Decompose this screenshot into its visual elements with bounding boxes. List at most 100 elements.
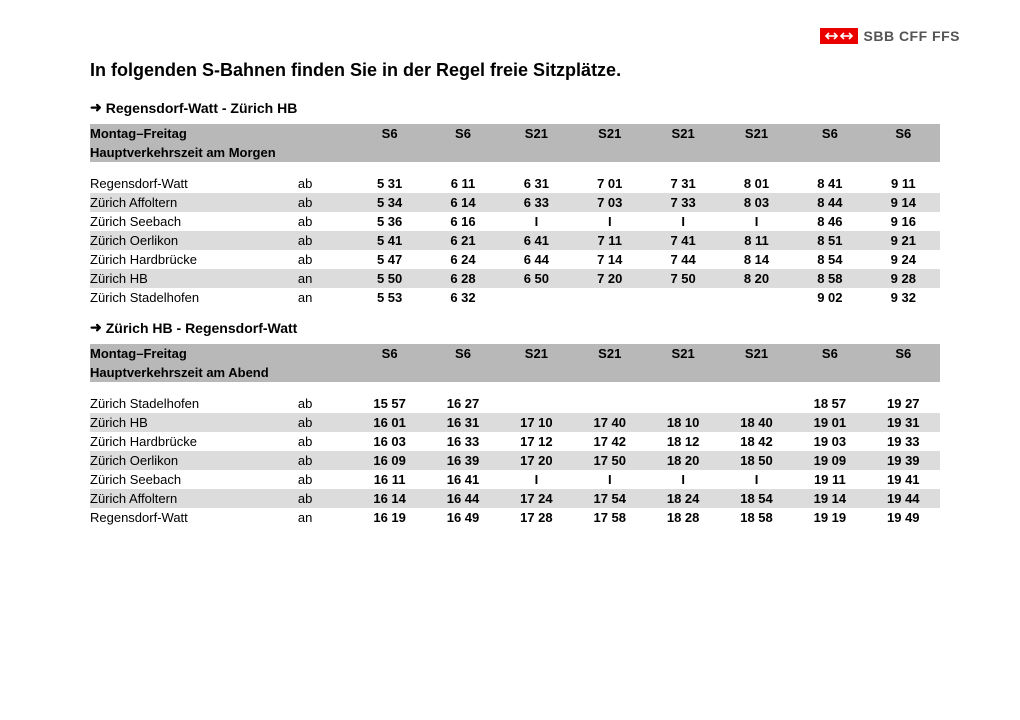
- table-row: Zürich HBab16 0116 3117 1017 4018 1018 4…: [90, 413, 940, 432]
- time-cell: 16 44: [426, 489, 499, 508]
- time-cell: 18 50: [720, 451, 793, 470]
- sbb-logo-icon: [820, 28, 858, 44]
- time-cell: 16 41: [426, 470, 499, 489]
- time-cell: 19 44: [867, 489, 940, 508]
- time-cell: 19 03: [793, 432, 866, 451]
- time-cell: 18 10: [646, 413, 719, 432]
- arrow-right-icon: ➜: [90, 99, 102, 116]
- time-cell: 7 11: [573, 231, 646, 250]
- time-cell: 18 12: [646, 432, 719, 451]
- subheader: Hauptverkehrszeit am Morgen: [90, 143, 353, 162]
- direction-heading: ➜Zürich HB - Regensdorf-Watt: [90, 319, 930, 336]
- time-cell: 7 01: [573, 174, 646, 193]
- time-cell: [720, 288, 793, 307]
- line-header: S6: [426, 344, 499, 363]
- table-row: Zürich Seebachab16 1116 41IIII19 1119 41: [90, 470, 940, 489]
- table-row: Zürich Stadelhofenab15 5716 2718 5719 27: [90, 394, 940, 413]
- time-cell: 18 54: [720, 489, 793, 508]
- time-cell: 7 20: [573, 269, 646, 288]
- line-header: S6: [867, 124, 940, 143]
- time-cell: 6 11: [426, 174, 499, 193]
- time-cell: 9 16: [867, 212, 940, 231]
- station-name: Zürich Seebach: [90, 212, 298, 231]
- table-row: Zürich Hardbrückeab16 0316 3317 1217 421…: [90, 432, 940, 451]
- time-cell: 18 58: [720, 508, 793, 527]
- time-cell: 5 53: [353, 288, 426, 307]
- time-cell: 7 14: [573, 250, 646, 269]
- time-cell: 16 09: [353, 451, 426, 470]
- time-cell: [500, 394, 573, 413]
- station-name: Zürich Seebach: [90, 470, 298, 489]
- time-cell: 5 34: [353, 193, 426, 212]
- time-cell: 18 20: [646, 451, 719, 470]
- header-days: Montag–Freitag: [90, 344, 298, 363]
- line-header: S6: [793, 124, 866, 143]
- time-cell: 6 31: [500, 174, 573, 193]
- direction-text: Regensdorf-Watt - Zürich HB: [106, 100, 298, 116]
- time-cell: 9 24: [867, 250, 940, 269]
- time-cell: 17 20: [500, 451, 573, 470]
- time-cell: 18 24: [646, 489, 719, 508]
- table-row: Regensdorf-Wattan16 1916 4917 2817 5818 …: [90, 508, 940, 527]
- time-cell: 6 33: [500, 193, 573, 212]
- depart-arrive: ab: [298, 413, 353, 432]
- time-cell: 17 28: [500, 508, 573, 527]
- time-cell: 6 32: [426, 288, 499, 307]
- time-cell: 18 57: [793, 394, 866, 413]
- time-cell: 17 40: [573, 413, 646, 432]
- station-name: Zürich Affoltern: [90, 489, 298, 508]
- line-header: S6: [426, 124, 499, 143]
- line-header: S6: [353, 344, 426, 363]
- line-header: S21: [646, 344, 719, 363]
- line-header: S21: [573, 124, 646, 143]
- depart-arrive: ab: [298, 489, 353, 508]
- time-cell: 16 27: [426, 394, 499, 413]
- depart-arrive: ab: [298, 250, 353, 269]
- time-cell: 7 50: [646, 269, 719, 288]
- time-cell: 15 57: [353, 394, 426, 413]
- time-cell: 17 12: [500, 432, 573, 451]
- time-cell: 7 03: [573, 193, 646, 212]
- time-cell: 17 10: [500, 413, 573, 432]
- time-cell: 8 20: [720, 269, 793, 288]
- time-cell: 8 51: [793, 231, 866, 250]
- time-cell: 19 39: [867, 451, 940, 470]
- time-cell: 8 58: [793, 269, 866, 288]
- time-cell: 6 16: [426, 212, 499, 231]
- time-cell: 16 11: [353, 470, 426, 489]
- station-name: Zürich Hardbrücke: [90, 432, 298, 451]
- station-name: Regensdorf-Watt: [90, 508, 298, 527]
- depart-arrive: ab: [298, 193, 353, 212]
- direction-heading: ➜Regensdorf-Watt - Zürich HB: [90, 99, 930, 116]
- time-cell: 19 31: [867, 413, 940, 432]
- time-cell: [646, 394, 719, 413]
- time-cell: [500, 288, 573, 307]
- time-cell: I: [646, 470, 719, 489]
- time-cell: 17 54: [573, 489, 646, 508]
- subheader: Hauptverkehrszeit am Abend: [90, 363, 353, 382]
- time-cell: 16 03: [353, 432, 426, 451]
- time-cell: 19 27: [867, 394, 940, 413]
- table-row: Regensdorf-Wattab5 316 116 317 017 318 0…: [90, 174, 940, 193]
- line-header: S21: [720, 344, 793, 363]
- time-cell: 16 31: [426, 413, 499, 432]
- station-name: Zürich Stadelhofen: [90, 288, 298, 307]
- time-cell: 6 21: [426, 231, 499, 250]
- table-row: Zürich Stadelhofenan5 536 329 029 32: [90, 288, 940, 307]
- time-cell: 9 28: [867, 269, 940, 288]
- table-row: Zürich Affolternab16 1416 4417 2417 5418…: [90, 489, 940, 508]
- time-cell: 6 44: [500, 250, 573, 269]
- time-cell: 8 54: [793, 250, 866, 269]
- time-cell: 9 21: [867, 231, 940, 250]
- time-cell: 18 28: [646, 508, 719, 527]
- time-cell: 7 41: [646, 231, 719, 250]
- depart-arrive: ab: [298, 212, 353, 231]
- time-cell: 6 28: [426, 269, 499, 288]
- time-cell: 8 41: [793, 174, 866, 193]
- depart-arrive: an: [298, 269, 353, 288]
- line-header: S21: [500, 344, 573, 363]
- time-cell: 17 58: [573, 508, 646, 527]
- brand-text: SBB CFF FFS: [864, 28, 961, 44]
- time-cell: 6 14: [426, 193, 499, 212]
- time-cell: 17 42: [573, 432, 646, 451]
